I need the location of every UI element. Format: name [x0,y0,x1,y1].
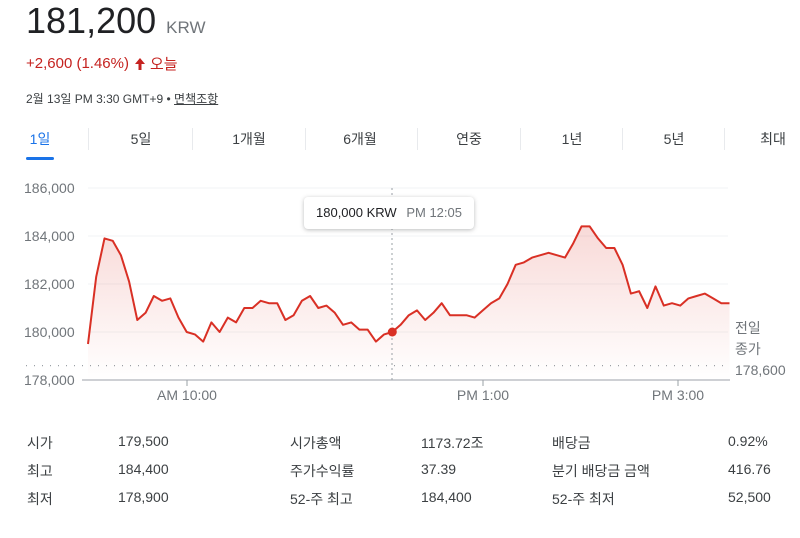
y-tick-label: 182,000 [24,276,75,292]
tab-label: 6개월 [343,131,377,147]
tab-label: 최대 [760,131,786,147]
prev-close-label: 전일 종가 178,600 [735,318,786,381]
price-change: +2,600 (1.46%) 오늘 [26,53,178,74]
quote-header: 181,200 KRW [26,0,206,42]
quote-meta: 2월 13일 PM 3:30 GMT+9 • 면책조항 [26,90,218,107]
y-tick-label: 186,000 [24,180,75,196]
stat-label-open: 시가 [27,435,53,451]
stat-label-52w-low: 52-주 최저 [552,491,615,507]
chart-tooltip: 180,000 KRW PM 12:05 [304,197,474,229]
tab-label: 연중 [456,131,482,147]
range-tabs: 1일 5일 1개월 6개월 연중 1년 5년 최대 [0,124,800,160]
tab-5d[interactable]: 5일 [118,124,164,156]
stat-label-high: 최고 [27,463,53,479]
currency-code: KRW [166,18,206,37]
y-tick-label: 184,000 [24,228,75,244]
stat-label-dividend: 배당금 [552,435,591,451]
stat-value-dividend: 0.92% [728,433,768,449]
tab-divider [192,128,193,150]
x-tick-label: PM 1:00 [456,387,510,403]
y-tick-label: 180,000 [24,324,75,340]
tab-max[interactable]: 최대 [748,124,798,156]
stat-label-pe-ratio: 주가수익률 [290,463,355,479]
stat-value-52w-high: 184,400 [421,489,472,505]
stat-value-low: 178,900 [118,489,169,505]
change-amount: +2,600 (1.46%) [26,55,129,72]
current-price: 181,200 [26,0,157,41]
tooltip-time: PM 12:05 [406,205,462,220]
tab-label: 5년 [663,131,685,147]
prev-close-line2: 종가 [735,341,761,357]
tab-label: 1개월 [232,131,266,147]
active-tab-indicator [26,157,54,160]
disclaimer-link[interactable]: 면책조항 [174,92,219,106]
x-tick-label: PM 3:00 [651,387,705,403]
y-tick-label: 178,000 [24,372,75,388]
tab-divider [724,128,725,150]
tab-divider [88,128,89,150]
price-chart[interactable]: 186,000 184,000 182,000 180,000 178,000 … [0,170,800,410]
tab-1y[interactable]: 1년 [550,124,594,156]
stat-value-52w-low: 52,500 [728,489,771,505]
tab-divider [520,128,521,150]
stat-value-mkt-cap: 1173.72조 [421,435,484,451]
stat-label-mkt-cap: 시가총액 [290,435,342,451]
tooltip-value: 180,000 KRW [316,205,397,220]
prev-close-value: 178,600 [735,362,786,378]
tab-ytd[interactable]: 연중 [444,124,494,156]
stat-value-high: 184,400 [118,461,169,477]
separator-dot: • [166,92,171,106]
tab-divider [417,128,418,150]
change-period: 오늘 [150,56,178,73]
arrow-up-icon [134,57,146,71]
chart-plot-area [26,187,730,386]
tab-5y[interactable]: 5년 [652,124,696,156]
stat-value-quarterly-dividend: 416.76 [728,461,771,477]
quote-timestamp: 2월 13일 PM 3:30 GMT+9 [26,92,164,106]
x-tick-label: AM 10:00 [157,387,217,403]
stat-label-low: 최저 [27,491,53,507]
tab-label: 1년 [561,131,583,147]
tab-1m[interactable]: 1개월 [222,124,276,156]
tab-label: 5일 [130,131,152,147]
tab-1d[interactable]: 1일 [22,124,58,160]
tab-divider [305,128,306,150]
tab-divider [622,128,623,150]
tab-label: 1일 [29,131,51,147]
prev-close-line1: 전일 [735,320,761,336]
stat-value-pe-ratio: 37.39 [421,461,457,477]
stat-value-open: 179,500 [118,433,169,449]
hover-point [387,327,397,337]
stat-label-52w-high: 52-주 최고 [290,491,353,507]
tab-6m[interactable]: 6개월 [332,124,388,156]
stat-label-quarterly-dividend: 분기 배당금 금액 [552,463,650,479]
